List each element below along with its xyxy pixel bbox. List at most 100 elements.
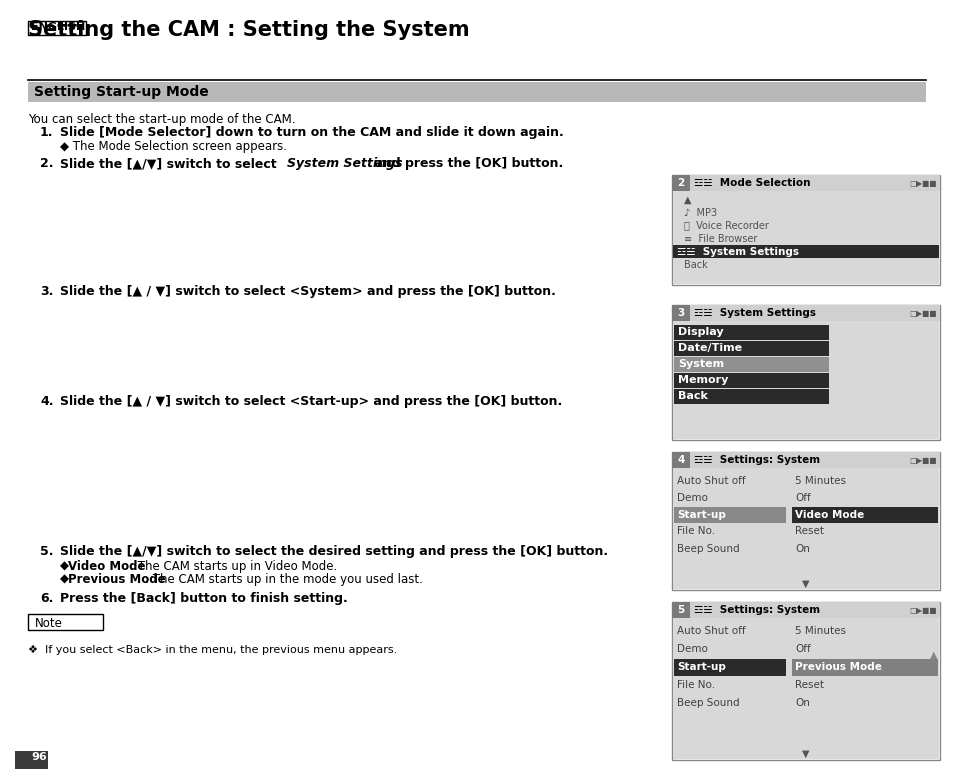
Text: ENGLISH: ENGLISH bbox=[30, 22, 85, 32]
Bar bbox=[689, 305, 939, 321]
Text: Demo: Demo bbox=[677, 644, 707, 654]
Text: Date/Time: Date/Time bbox=[678, 343, 741, 353]
Text: and press the [OK] button.: and press the [OK] button. bbox=[370, 157, 562, 170]
Text: Video Mode: Video Mode bbox=[794, 509, 863, 520]
Text: 4: 4 bbox=[677, 455, 684, 465]
Text: ☲☱  System Settings: ☲☱ System Settings bbox=[693, 308, 815, 318]
Bar bbox=[673, 325, 828, 340]
Text: ▲: ▲ bbox=[929, 650, 937, 660]
Text: On: On bbox=[794, 698, 809, 708]
Text: Back: Back bbox=[683, 259, 707, 270]
Bar bbox=[689, 602, 939, 618]
Bar bbox=[673, 659, 785, 676]
Text: Beep Sound: Beep Sound bbox=[677, 544, 739, 554]
Text: System: System bbox=[678, 359, 723, 369]
Text: Slide the [▲ / ▼] switch to select <System> and press the [OK] button.: Slide the [▲ / ▼] switch to select <Syst… bbox=[60, 285, 556, 298]
Bar bbox=[671, 602, 939, 760]
Text: : The CAM starts up in Video Mode.: : The CAM starts up in Video Mode. bbox=[130, 560, 337, 573]
Text: 4.: 4. bbox=[40, 395, 53, 408]
Text: ☲☱  Settings: System: ☲☱ Settings: System bbox=[693, 605, 820, 615]
Text: File No.: File No. bbox=[677, 680, 715, 690]
Text: 5.: 5. bbox=[40, 545, 53, 558]
Text: Auto Shut off: Auto Shut off bbox=[677, 475, 745, 485]
Text: 5: 5 bbox=[677, 605, 684, 615]
Text: 5 Minutes: 5 Minutes bbox=[794, 475, 845, 485]
Text: 3: 3 bbox=[677, 308, 684, 318]
Text: 5 Minutes: 5 Minutes bbox=[794, 626, 845, 636]
Bar bbox=[671, 175, 939, 285]
Text: Setting the CAM : Setting the System: Setting the CAM : Setting the System bbox=[28, 20, 469, 40]
Text: Note: Note bbox=[35, 617, 63, 630]
Text: Previous Mode: Previous Mode bbox=[68, 573, 166, 586]
Text: ☲☱  Settings: System: ☲☱ Settings: System bbox=[693, 455, 820, 465]
Text: □▶■■: □▶■■ bbox=[908, 178, 936, 188]
Bar bbox=[672, 321, 938, 439]
Bar bbox=[673, 389, 828, 404]
Bar bbox=[671, 602, 689, 618]
Bar bbox=[672, 468, 938, 589]
Text: □▶■■: □▶■■ bbox=[908, 605, 936, 615]
Text: 🎤  Voice Recorder: 🎤 Voice Recorder bbox=[683, 220, 768, 231]
Text: ❖  If you select <Back> in the menu, the previous menu appears.: ❖ If you select <Back> in the menu, the … bbox=[28, 645, 396, 655]
Bar bbox=[791, 507, 937, 523]
Bar bbox=[689, 175, 939, 191]
Bar bbox=[28, 82, 925, 102]
Bar bbox=[673, 357, 828, 372]
Text: Demo: Demo bbox=[677, 492, 707, 502]
Text: Slide the [▲/▼] switch to select the desired setting and press the [OK] button.: Slide the [▲/▼] switch to select the des… bbox=[60, 545, 607, 558]
Polygon shape bbox=[15, 751, 48, 769]
Text: 2.: 2. bbox=[40, 157, 53, 170]
Bar bbox=[672, 618, 938, 759]
Text: 96: 96 bbox=[30, 752, 47, 762]
Bar bbox=[689, 452, 939, 468]
Text: ◆: ◆ bbox=[60, 573, 72, 586]
Text: 2: 2 bbox=[677, 178, 684, 188]
Text: Reset: Reset bbox=[794, 680, 823, 690]
Text: ▼: ▼ bbox=[801, 749, 809, 759]
Text: Memory: Memory bbox=[678, 375, 727, 385]
Bar bbox=[671, 175, 689, 191]
Text: 6.: 6. bbox=[40, 592, 53, 605]
Bar bbox=[673, 341, 828, 356]
Text: □▶■■: □▶■■ bbox=[908, 456, 936, 464]
Text: Slide the [▲ / ▼] switch to select <Start-up> and press the [OK] button.: Slide the [▲ / ▼] switch to select <Star… bbox=[60, 395, 561, 408]
Bar bbox=[673, 507, 785, 523]
Text: ☲☱  System Settings: ☲☱ System Settings bbox=[677, 246, 799, 256]
Text: ▼: ▼ bbox=[801, 579, 809, 589]
Text: ◆: ◆ bbox=[60, 560, 72, 573]
Bar bbox=[671, 452, 939, 590]
Text: Press the [Back] button to finish setting.: Press the [Back] button to finish settin… bbox=[60, 592, 348, 605]
Text: ☲☱  Mode Selection: ☲☱ Mode Selection bbox=[693, 178, 810, 188]
Text: Start-up: Start-up bbox=[677, 509, 725, 520]
Text: Previous Mode: Previous Mode bbox=[794, 662, 881, 672]
Text: Display: Display bbox=[678, 327, 723, 337]
Text: Start-up: Start-up bbox=[677, 662, 725, 672]
Text: ▲: ▲ bbox=[683, 195, 691, 205]
Text: ◆ The Mode Selection screen appears.: ◆ The Mode Selection screen appears. bbox=[60, 140, 287, 153]
Bar bbox=[791, 659, 937, 676]
Text: 1.: 1. bbox=[40, 126, 53, 139]
Bar bbox=[671, 452, 689, 468]
Text: Setting Start-up Mode: Setting Start-up Mode bbox=[34, 85, 209, 99]
Bar bbox=[28, 21, 86, 35]
Bar bbox=[671, 305, 939, 440]
Bar bbox=[672, 245, 938, 258]
Text: Beep Sound: Beep Sound bbox=[677, 698, 739, 708]
Bar bbox=[28, 614, 103, 630]
Bar bbox=[673, 373, 828, 388]
Text: ≡  File Browser: ≡ File Browser bbox=[683, 234, 757, 244]
Text: Off: Off bbox=[794, 492, 810, 502]
Text: Video Mode: Video Mode bbox=[68, 560, 146, 573]
Text: □▶■■: □▶■■ bbox=[908, 308, 936, 318]
Text: Reset: Reset bbox=[794, 527, 823, 537]
Text: System Settings: System Settings bbox=[287, 157, 402, 170]
Text: Slide [Mode Selector] down to turn on the CAM and slide it down again.: Slide [Mode Selector] down to turn on th… bbox=[60, 126, 563, 139]
Text: 3.: 3. bbox=[40, 285, 53, 298]
Text: File No.: File No. bbox=[677, 527, 715, 537]
Bar bbox=[671, 305, 689, 321]
Text: Slide the [▲/▼] switch to select: Slide the [▲/▼] switch to select bbox=[60, 157, 281, 170]
Text: : The CAM starts up in the mode you used last.: : The CAM starts up in the mode you used… bbox=[145, 573, 422, 586]
Text: Back: Back bbox=[678, 391, 707, 401]
Text: Off: Off bbox=[794, 644, 810, 654]
Text: On: On bbox=[794, 544, 809, 554]
